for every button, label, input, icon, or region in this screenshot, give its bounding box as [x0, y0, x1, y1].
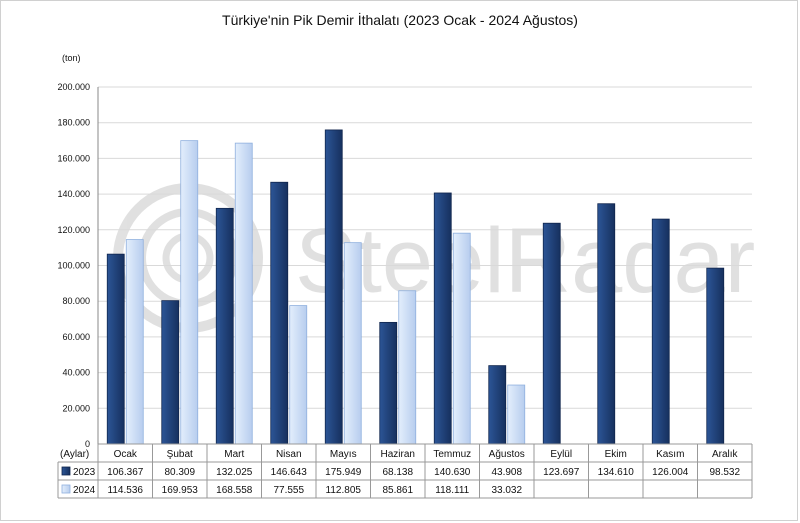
category-label: Mayıs — [330, 449, 357, 460]
category-label: Kasım — [656, 449, 684, 460]
category-label: Şubat — [167, 449, 193, 460]
bar-2023-şubat — [161, 300, 180, 445]
y-tick-label: 80.000 — [62, 296, 90, 306]
category-label: Eylül — [550, 449, 572, 460]
watermark-text: SteelRadar — [295, 210, 755, 312]
bar-2024-şubat — [180, 140, 199, 445]
y-tick-label: 200.000 — [57, 82, 90, 92]
bar-2024-haziran — [398, 290, 417, 445]
bar-2023-nisan — [270, 181, 289, 445]
data-label-2024: 85.861 — [382, 485, 413, 496]
data-label-2023: 175.949 — [325, 467, 362, 478]
data-label-2024: 77.555 — [273, 485, 304, 496]
bar-2024-temmuz — [452, 232, 471, 445]
unit-label: (ton) — [62, 53, 81, 63]
bar-2023-eylül — [542, 222, 561, 445]
y-tick-label: 180.000 — [57, 118, 90, 128]
data-label-2023: 43.908 — [491, 467, 522, 478]
data-label-2023: 98.532 — [709, 467, 740, 478]
y-tick-label: 0 — [85, 439, 90, 449]
bar-2024-nisan — [289, 305, 308, 445]
data-label-2023: 132.025 — [216, 467, 253, 478]
data-label-2023: 68.138 — [382, 467, 413, 478]
category-label: Ocak — [114, 449, 138, 460]
bar-2023-mayıs — [324, 129, 343, 445]
category-axis-label: (Aylar) — [60, 449, 89, 460]
data-label-2023: 134.610 — [598, 467, 635, 478]
bar-2024-mart — [234, 142, 253, 445]
bar-2023-kasım — [651, 218, 670, 445]
data-label-2024: 169.953 — [162, 485, 199, 496]
category-label: Aralık — [712, 449, 739, 460]
data-label-2023: 146.643 — [271, 467, 308, 478]
bar-2023-haziran — [379, 321, 398, 445]
legend-label-2024: 2024 — [73, 485, 96, 496]
bar-2023-ocak — [106, 253, 125, 445]
category-label: Ağustos — [489, 449, 525, 460]
bar-2023-temmuz — [433, 192, 452, 445]
category-label: Nisan — [276, 449, 302, 460]
data-label-2024: 114.536 — [108, 485, 144, 496]
data-label-2024: 168.558 — [216, 485, 253, 496]
y-tick-label: 20.000 — [62, 403, 90, 413]
data-label-2023: 80.309 — [164, 467, 195, 478]
y-tick-label: 140.000 — [57, 189, 90, 199]
category-label: Ekim — [605, 449, 627, 460]
bar-2023-ağustos — [488, 365, 507, 445]
bar-2023-aralık — [706, 267, 725, 445]
chart-title: Türkiye'nin Pik Demir İthalatı (2023 Oca… — [222, 11, 578, 28]
data-label-2023: 106.367 — [107, 467, 144, 478]
legend-key-2023 — [61, 466, 71, 476]
y-tick-label: 60.000 — [62, 332, 90, 342]
y-tick-label: 160.000 — [57, 153, 90, 163]
category-label: Mart — [224, 449, 244, 460]
bar-2023-ekim — [597, 203, 616, 445]
y-tick-label: 40.000 — [62, 368, 90, 378]
data-label-2023: 123.697 — [543, 467, 580, 478]
data-label-2024: 118.111 — [435, 485, 469, 496]
data-label-2023: 140.630 — [434, 467, 471, 478]
category-label: Haziran — [381, 449, 415, 460]
data-label-2024: 112.805 — [326, 485, 362, 496]
bar-2024-ocak — [125, 239, 144, 445]
bar-2024-ağustos — [507, 384, 526, 445]
bar-2023-mart — [215, 207, 234, 445]
category-label: Temmuz — [433, 449, 471, 460]
data-label-2024: 33.032 — [491, 485, 522, 496]
bar-2024-mayıs — [343, 242, 362, 445]
legend-label-2023: 2023 — [73, 467, 96, 478]
y-tick-label: 120.000 — [57, 225, 90, 235]
legend-key-2024 — [61, 484, 71, 494]
y-tick-label: 100.000 — [57, 261, 90, 271]
data-label-2023: 126.004 — [652, 467, 689, 478]
